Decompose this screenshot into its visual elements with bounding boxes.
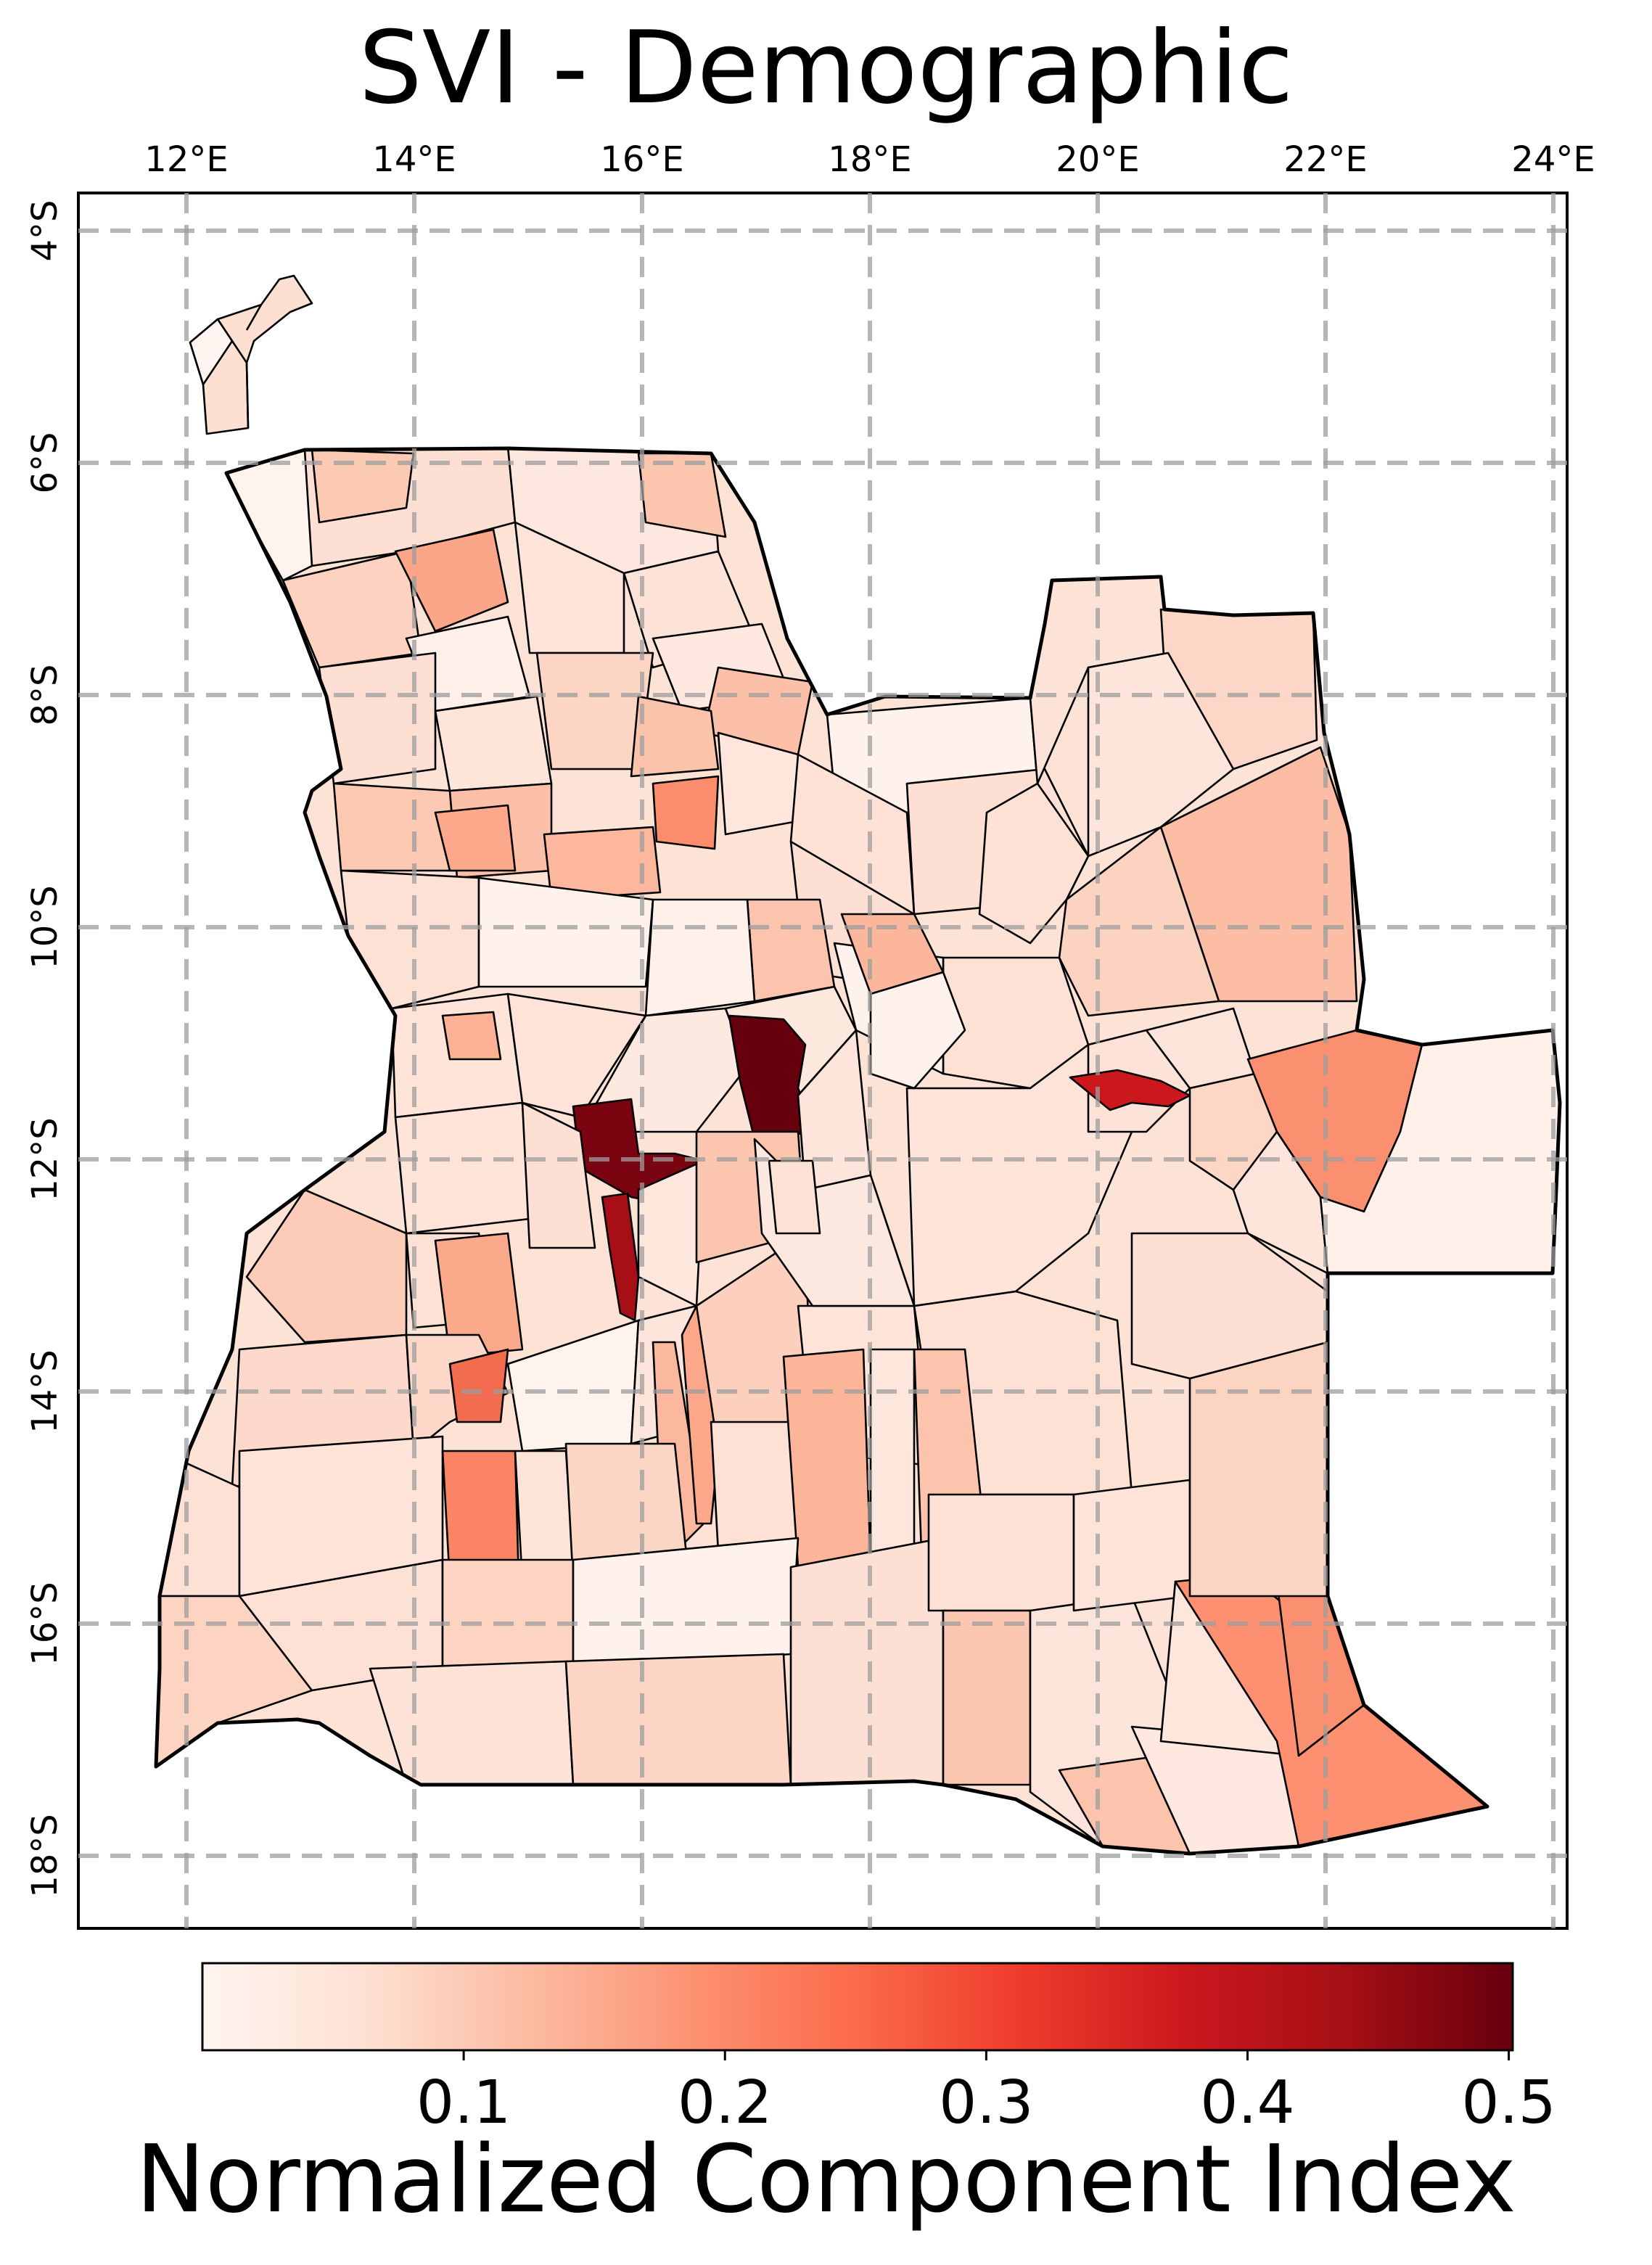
province-regions xyxy=(156,448,1560,1854)
lon-tick-label: 20°E xyxy=(1056,139,1139,180)
colorbar: 0.1 0.2 0.3 0.4 0.5 xyxy=(201,1962,1556,2137)
lat-tick-label: 16°S xyxy=(25,1582,65,1666)
colorbar-ticks: 0.1 0.2 0.3 0.4 0.5 xyxy=(416,2050,1556,2137)
lat-tick-labels: 4°S 6°S 8°S 10°S 12°S 14°S 16°S 18°S xyxy=(25,200,65,1897)
lon-tick-label: 24°E xyxy=(1511,139,1595,180)
lon-tick-label: 22°E xyxy=(1283,139,1367,180)
colorbar-bar xyxy=(201,1962,1514,2052)
colorbar-label: Normalized Component Index xyxy=(136,2126,1516,2234)
lat-tick-label: 14°S xyxy=(25,1349,65,1434)
angola-mainland xyxy=(154,446,1562,1856)
colorbar-tick-label: 0.2 xyxy=(678,2068,772,2137)
lat-tick-label: 18°S xyxy=(25,1814,65,1898)
lat-tick-label: 10°S xyxy=(25,885,65,969)
colorbar-tick-label: 0.5 xyxy=(1461,2068,1556,2137)
map-title: SVI - Demographic xyxy=(358,9,1294,126)
colorbar-tick-label: 0.3 xyxy=(939,2068,1033,2137)
lat-tick-label: 4°S xyxy=(25,200,65,261)
colorbar-tick-label: 0.4 xyxy=(1200,2068,1294,2137)
lon-tick-label: 12°E xyxy=(144,139,228,180)
gridlines xyxy=(78,193,1567,1928)
cabinda-enclave xyxy=(189,274,313,435)
lat-tick-label: 6°S xyxy=(25,432,65,493)
lon-tick-labels: 12°E 14°E 16°E 18°E 20°E 22°E 24°E xyxy=(144,139,1595,180)
colorbar-tick-label: 0.1 xyxy=(416,2068,511,2137)
lat-tick-label: 8°S xyxy=(25,664,65,725)
lon-tick-label: 16°E xyxy=(600,139,683,180)
lat-tick-label: 12°S xyxy=(25,1117,65,1201)
lon-tick-label: 14°E xyxy=(372,139,456,180)
lon-tick-label: 18°E xyxy=(828,139,911,180)
